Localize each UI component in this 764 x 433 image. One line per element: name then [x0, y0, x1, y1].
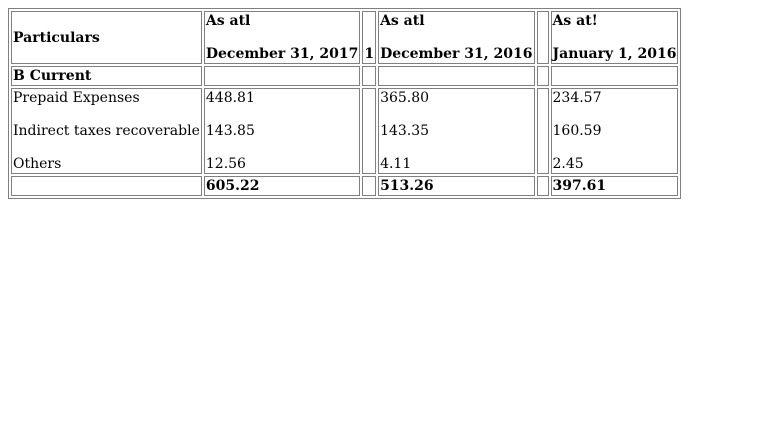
spacer-header: 1 — [362, 11, 377, 64]
total-2016: 513.26 — [378, 176, 535, 196]
section-label: B Current — [11, 66, 202, 86]
col-2016-values: 365.80 143.35 4.11 — [378, 88, 535, 174]
row-label: Others — [13, 156, 62, 172]
spacer-cell — [362, 176, 377, 196]
empty-cell — [203, 66, 361, 86]
spacer-cell — [536, 11, 549, 64]
empty-cell — [378, 66, 535, 86]
value-cell: 143.85 — [205, 123, 255, 139]
value-cell: 234.57 — [552, 90, 602, 106]
col-2016-header-line2: December 31, 2016 — [380, 46, 533, 62]
header-row: Particulars As atl December 31, 2017 1 A… — [11, 11, 679, 64]
col-2016-header: As atl December 31, 2016 — [378, 11, 535, 64]
col-2016-header-line1: As atl — [380, 13, 425, 29]
row-labels-cell: Prepaid Expenses Indirect taxes recovera… — [11, 88, 202, 174]
value-cell: 160.59 — [552, 123, 602, 139]
total-jan2016: 397.61 — [550, 176, 679, 196]
col-2017-header-line1: As atl — [205, 13, 251, 29]
value-cell: 4.11 — [380, 156, 412, 172]
col-2017-header-line2: December 31, 2017 — [205, 46, 359, 62]
total-2017: 605.22 — [203, 176, 361, 196]
col-jan2016-header-line1: As at! — [552, 13, 598, 29]
data-rows: Prepaid Expenses Indirect taxes recovera… — [11, 88, 679, 174]
financial-table: Particulars As atl December 31, 2017 1 A… — [8, 8, 682, 199]
value-cell: 365.80 — [380, 90, 430, 106]
value-cell: 2.45 — [552, 156, 584, 172]
empty-cell — [11, 176, 202, 196]
spacer-cell — [362, 88, 377, 174]
value-cell: 448.81 — [205, 90, 255, 106]
row-label: Prepaid Expenses — [13, 90, 140, 106]
row-label: Indirect taxes recoverable — [13, 123, 200, 139]
value-cell: 12.56 — [205, 156, 246, 172]
particulars-header: Particulars — [11, 11, 202, 64]
empty-cell — [550, 66, 679, 86]
section-row: B Current — [11, 66, 679, 86]
totals-row: 605.22 513.26 397.61 — [11, 176, 679, 196]
value-cell: 143.35 — [380, 123, 430, 139]
spacer-cell — [536, 176, 549, 196]
col-jan2016-header: As at! January 1, 2016 — [550, 11, 679, 64]
spacer-cell — [362, 66, 377, 86]
spacer-cell — [536, 66, 549, 86]
spacer-cell — [536, 88, 549, 174]
col-jan2016-header-line2: January 1, 2016 — [552, 46, 677, 62]
col-2017-values: 448.81 143.85 12.56 — [203, 88, 361, 174]
col-2017-header: As atl December 31, 2017 — [203, 11, 361, 64]
col-jan2016-values: 234.57 160.59 2.45 — [550, 88, 679, 174]
